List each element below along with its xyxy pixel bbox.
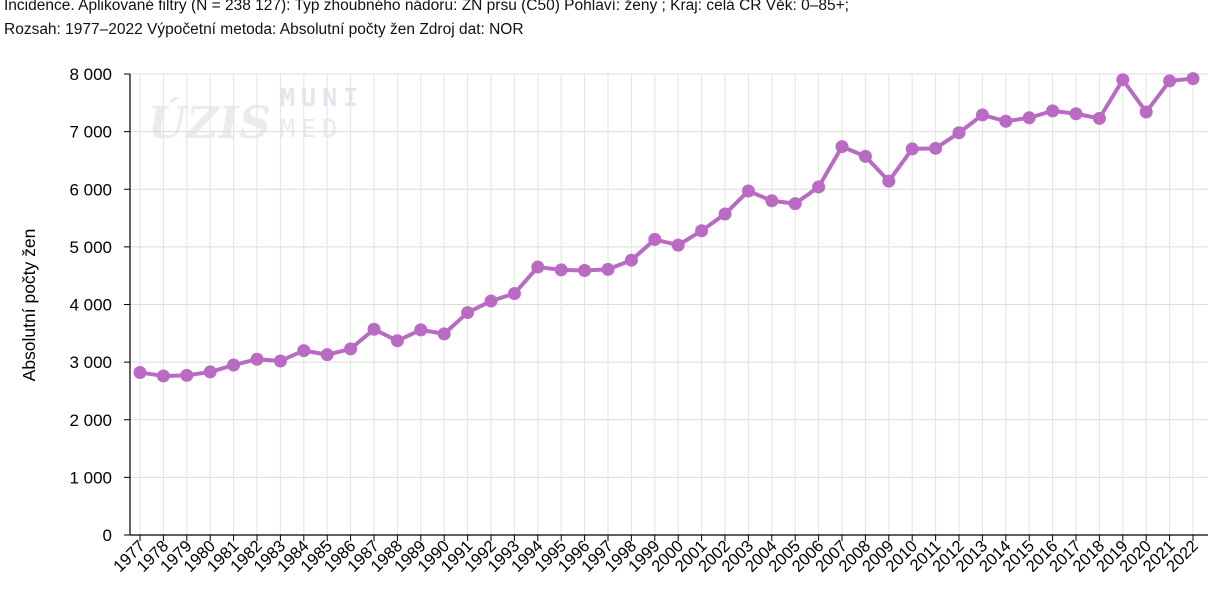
data-point[interactable] xyxy=(320,348,334,362)
y-tick-label: 8 000 xyxy=(69,65,112,84)
data-point[interactable] xyxy=(1163,74,1177,88)
x-axis-ticks: 1977197819791980198119821983198419851986… xyxy=(110,535,1202,576)
data-point[interactable] xyxy=(952,126,966,140)
data-point[interactable] xyxy=(250,352,264,366)
y-tick-label: 6 000 xyxy=(69,180,112,199)
chart-header: Incidence. Aplikované filtry (N = 238 12… xyxy=(4,0,1214,42)
data-point[interactable] xyxy=(203,365,217,379)
uzis-logo-text: ÚZIS xyxy=(148,96,271,149)
data-point[interactable] xyxy=(578,264,592,278)
data-point[interactable] xyxy=(741,184,755,198)
y-tick-label: 2 000 xyxy=(69,411,112,430)
data-point[interactable] xyxy=(437,327,451,341)
data-point[interactable] xyxy=(648,232,662,246)
series-line xyxy=(138,76,1195,378)
data-point[interactable] xyxy=(227,358,241,372)
data-point[interactable] xyxy=(273,354,287,368)
data-point[interactable] xyxy=(367,322,381,336)
data-point[interactable] xyxy=(858,149,872,163)
data-point[interactable] xyxy=(461,306,475,320)
y-tick-label: 7 000 xyxy=(69,123,112,142)
filter-description: Incidence. Aplikované filtry (N = 238 12… xyxy=(4,0,849,14)
data-point[interactable] xyxy=(297,344,311,358)
data-point[interactable] xyxy=(671,238,685,252)
data-point[interactable] xyxy=(344,342,358,356)
data-point[interactable] xyxy=(180,368,194,382)
y-tick-label: 0 xyxy=(103,526,112,545)
data-point[interactable] xyxy=(1186,72,1200,86)
chart-grid xyxy=(130,73,1208,536)
data-point[interactable] xyxy=(999,114,1013,128)
data-point[interactable] xyxy=(975,108,989,122)
y-tick-label: 5 000 xyxy=(69,238,112,257)
data-point[interactable] xyxy=(484,294,498,308)
range-description: Rozsah: 1977–2022 Výpočetní metoda: Abso… xyxy=(4,21,524,38)
data-point[interactable] xyxy=(788,197,802,211)
data-point[interactable] xyxy=(718,207,732,221)
data-point[interactable] xyxy=(929,141,943,155)
data-point[interactable] xyxy=(882,174,896,188)
data-point[interactable] xyxy=(1022,111,1036,125)
data-point[interactable] xyxy=(156,369,170,383)
series-points xyxy=(133,72,1200,383)
data-point[interactable] xyxy=(1092,111,1106,125)
data-point[interactable] xyxy=(414,323,428,337)
y-axis-ticks: 0 1 000 2 000 3 000 4 000 5 000 6 000 7 000 8 00… xyxy=(69,65,130,545)
data-point[interactable] xyxy=(765,194,779,208)
data-point[interactable] xyxy=(531,260,545,274)
y-tick-label: 4 000 xyxy=(69,296,112,315)
y-tick-label: 1 000 xyxy=(69,468,112,487)
data-point[interactable] xyxy=(1069,107,1083,121)
y-axis-label: Absolutní počty žen xyxy=(19,229,39,382)
data-point[interactable] xyxy=(133,365,147,379)
data-point[interactable] xyxy=(601,262,615,276)
data-point[interactable] xyxy=(1046,104,1060,118)
series-polyline xyxy=(138,76,1195,378)
data-point[interactable] xyxy=(835,140,849,154)
watermark-logos: ÚZIS MUNI MED xyxy=(148,83,364,149)
data-point[interactable] xyxy=(812,180,826,194)
data-point[interactable] xyxy=(695,224,709,238)
data-point[interactable] xyxy=(390,334,404,348)
data-point[interactable] xyxy=(1139,105,1153,119)
data-point[interactable] xyxy=(624,253,638,267)
data-point[interactable] xyxy=(1116,73,1130,87)
data-point[interactable] xyxy=(554,263,568,277)
med-logo-text: MED xyxy=(280,114,343,143)
data-point[interactable] xyxy=(905,142,919,156)
data-point[interactable] xyxy=(507,287,521,301)
y-tick-label: 3 000 xyxy=(69,353,112,372)
muni-logo-text: MUNI xyxy=(280,83,364,112)
